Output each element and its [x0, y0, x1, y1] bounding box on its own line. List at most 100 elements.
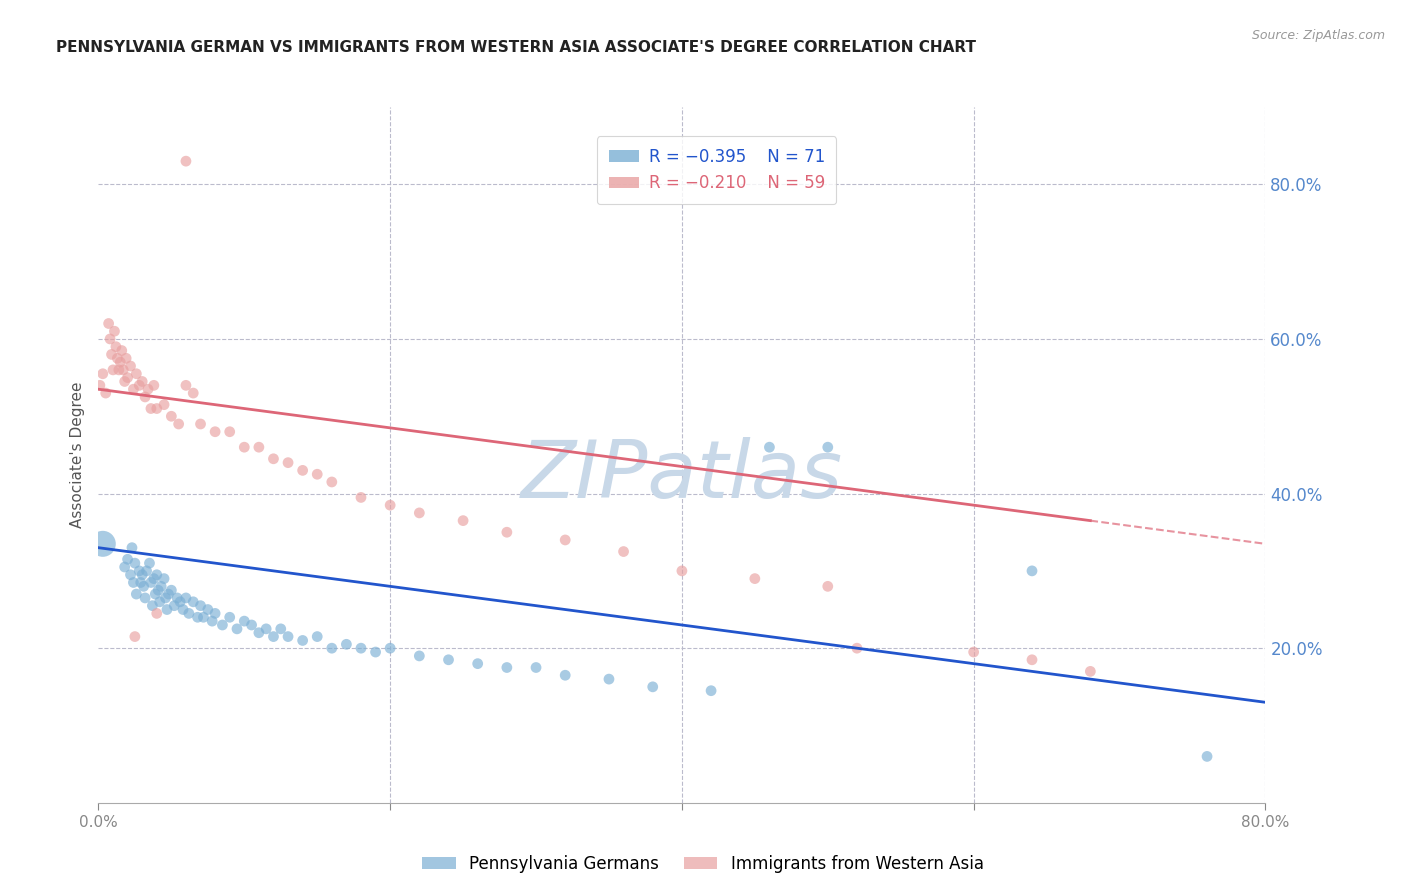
Point [817, 440, 839, 454]
Point [108, 363, 131, 377]
Point [291, 633, 314, 648]
Point [136, 382, 159, 396]
Point [131, 567, 153, 582]
Point [190, 599, 212, 613]
Point [125, 587, 148, 601]
Point [142, 572, 165, 586]
Point [149, 595, 172, 609]
Point [467, 657, 489, 671]
Point [143, 587, 166, 601]
Point [247, 440, 270, 454]
Point [277, 630, 299, 644]
Point [524, 660, 547, 674]
Point [169, 595, 191, 609]
Point [744, 572, 766, 586]
Point [181, 386, 204, 401]
Point [204, 425, 226, 439]
Point [138, 556, 160, 570]
Point [104, 340, 127, 354]
Point [132, 579, 155, 593]
Point [155, 591, 177, 605]
Point [181, 595, 204, 609]
Point [150, 579, 173, 593]
Point [262, 630, 284, 644]
Point [142, 378, 165, 392]
Point [254, 622, 277, 636]
Point [167, 417, 190, 431]
Point [554, 533, 576, 547]
Point [174, 591, 197, 605]
Point [146, 401, 169, 416]
Point [350, 641, 373, 656]
Point [98, 332, 121, 346]
Point [378, 641, 402, 656]
Point [378, 498, 402, 512]
Point [110, 355, 132, 369]
Point [247, 625, 270, 640]
Point [408, 648, 430, 663]
Point [134, 591, 156, 605]
Point [1021, 564, 1043, 578]
Point [117, 370, 139, 384]
Point [103, 324, 125, 338]
Point [197, 602, 219, 616]
Point [157, 587, 180, 601]
Point [125, 367, 148, 381]
Point [1021, 653, 1043, 667]
Point [233, 440, 256, 454]
Point [153, 572, 176, 586]
Point [131, 375, 153, 389]
Point [174, 154, 197, 169]
Point [129, 575, 152, 590]
Point [112, 363, 135, 377]
Point [598, 672, 620, 686]
Point [91, 367, 114, 381]
Point [451, 514, 474, 528]
Point [307, 467, 329, 482]
Point [262, 451, 284, 466]
Point [121, 541, 143, 555]
Point [120, 359, 142, 373]
Point [101, 363, 124, 377]
Point [962, 645, 984, 659]
Point [166, 591, 188, 605]
Point [91, 537, 114, 551]
Point [115, 351, 138, 366]
Point [291, 463, 314, 477]
Point [495, 660, 517, 674]
Point [817, 579, 839, 593]
Point [114, 375, 136, 389]
Point [218, 425, 240, 439]
Point [128, 564, 150, 578]
Point [554, 668, 576, 682]
Point [94, 386, 117, 401]
Point [193, 610, 215, 624]
Point [114, 560, 136, 574]
Point [141, 599, 163, 613]
Point [364, 645, 387, 659]
Point [201, 614, 224, 628]
Point [1080, 665, 1102, 679]
Point [307, 630, 329, 644]
Point [134, 390, 156, 404]
Point [495, 525, 517, 540]
Y-axis label: Associate's Degree: Associate's Degree [69, 382, 84, 528]
Point [240, 618, 263, 632]
Text: ZIPatlas: ZIPatlas [520, 437, 844, 515]
Point [204, 607, 226, 621]
Point [135, 564, 157, 578]
Point [277, 456, 299, 470]
Point [148, 583, 170, 598]
Point [172, 602, 194, 616]
Point [105, 351, 128, 366]
Point [408, 506, 430, 520]
Point [187, 610, 209, 624]
Point [122, 575, 145, 590]
Point [124, 630, 146, 644]
Point [233, 614, 256, 628]
Point [218, 610, 240, 624]
Point [641, 680, 664, 694]
Legend: Pennsylvania Germans, Immigrants from Western Asia: Pennsylvania Germans, Immigrants from We… [416, 848, 990, 880]
Point [120, 567, 142, 582]
Point [226, 622, 249, 636]
